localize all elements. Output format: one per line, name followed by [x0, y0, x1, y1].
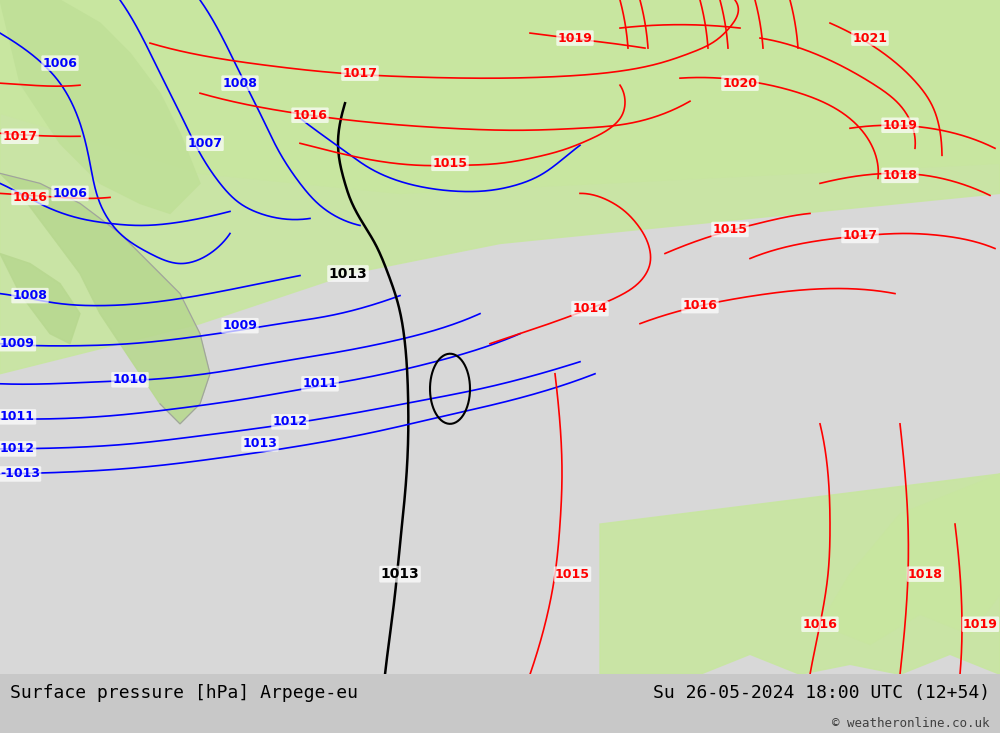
Text: 1013: 1013 [329, 267, 367, 281]
Text: 1015: 1015 [712, 223, 748, 236]
Text: 1006: 1006 [43, 56, 77, 70]
Text: 1014: 1014 [572, 302, 608, 315]
Text: 1012: 1012 [272, 416, 308, 428]
Text: 1006: 1006 [53, 187, 87, 200]
Text: 1021: 1021 [852, 32, 888, 45]
Text: 1009: 1009 [223, 319, 257, 332]
Text: 1016: 1016 [683, 299, 717, 312]
Polygon shape [0, 0, 200, 213]
Text: 1010: 1010 [112, 373, 148, 386]
Text: 1019: 1019 [558, 32, 592, 45]
Text: 1019: 1019 [963, 618, 998, 631]
Text: © weatheronline.co.uk: © weatheronline.co.uk [832, 717, 990, 730]
Text: Su 26-05-2024 18:00 UTC (12+54): Su 26-05-2024 18:00 UTC (12+54) [653, 683, 990, 701]
Polygon shape [600, 474, 1000, 674]
Text: 1020: 1020 [722, 77, 758, 89]
Text: 1019: 1019 [883, 119, 917, 132]
Polygon shape [0, 0, 1000, 194]
Text: 1009: 1009 [0, 337, 35, 350]
Text: 1017: 1017 [2, 130, 38, 143]
Text: 1018: 1018 [908, 567, 943, 581]
Text: 1013: 1013 [243, 438, 277, 450]
Polygon shape [0, 254, 80, 344]
Text: 1016: 1016 [293, 108, 327, 122]
Text: 1018: 1018 [883, 169, 917, 182]
Text: 1011: 1011 [302, 377, 338, 390]
Text: 1007: 1007 [188, 137, 222, 150]
Text: 1015: 1015 [432, 157, 468, 170]
Text: 1016: 1016 [803, 618, 837, 631]
Text: -1013: -1013 [0, 468, 40, 480]
Text: 1013: 1013 [381, 567, 419, 581]
Polygon shape [820, 474, 1000, 644]
Text: 1008: 1008 [13, 289, 47, 302]
Text: 1017: 1017 [842, 229, 878, 242]
Text: 1008: 1008 [223, 77, 257, 89]
Text: 1012: 1012 [0, 443, 35, 455]
Text: Surface pressure [hPa] Arpege-eu: Surface pressure [hPa] Arpege-eu [10, 683, 358, 701]
Text: 1011: 1011 [0, 410, 35, 424]
Text: 1015: 1015 [555, 567, 590, 581]
Text: 1017: 1017 [342, 67, 378, 80]
Text: 1016: 1016 [13, 191, 47, 204]
Polygon shape [0, 0, 1000, 374]
Polygon shape [0, 173, 210, 424]
